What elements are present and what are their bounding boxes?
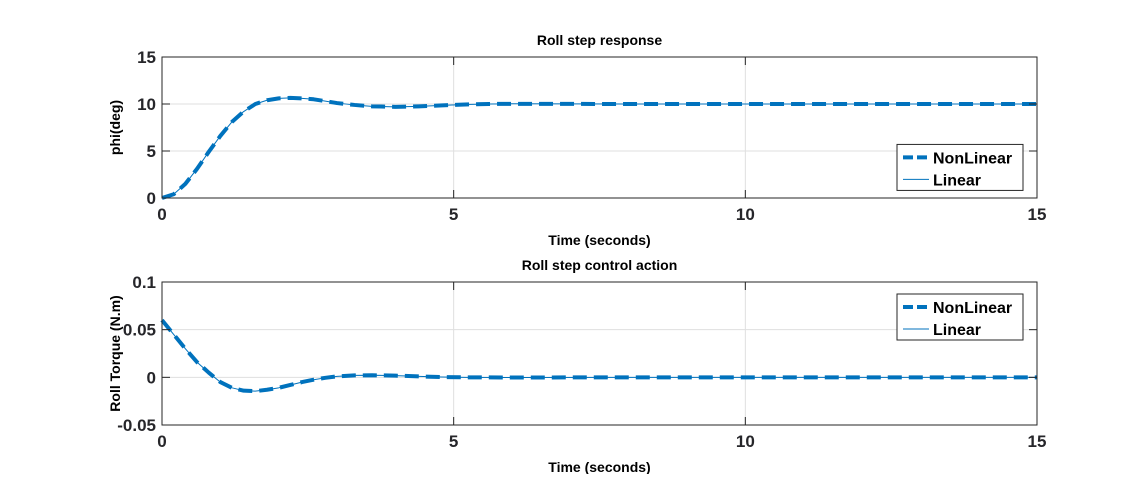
y-axis-label: phi(deg) <box>107 100 123 155</box>
legend: NonLinear Linear <box>896 293 1024 341</box>
legend-label-linear: Linear <box>933 322 981 339</box>
x-tick-label: 10 <box>736 205 755 224</box>
y-tick-label: 5 <box>147 142 156 161</box>
y-tick-label: -0.05 <box>117 416 156 435</box>
x-axis-label: Time (seconds) <box>548 459 650 474</box>
subplot-1: 0 5 10 15 0 5 10 15 Roll step response Time (seco… <box>107 32 1046 248</box>
x-tick-label: 15 <box>1028 205 1047 224</box>
axes-outline <box>161 281 1038 426</box>
x-tick-label: 0 <box>157 432 166 451</box>
legend: NonLinear Linear <box>896 143 1024 191</box>
series-line-linear <box>161 319 1037 392</box>
y-tick-label: 0 <box>147 189 156 208</box>
chart-title: Roll step response <box>537 32 662 48</box>
legend-label-linear: Linear <box>933 172 981 189</box>
chart-title: Roll step control action <box>522 257 678 273</box>
x-tick-label: 0 <box>157 205 166 224</box>
x-tick-label: 10 <box>736 432 755 451</box>
axes-box <box>161 281 1038 426</box>
x-axis-label: Time (seconds) <box>548 232 650 248</box>
axes-outline <box>161 56 1038 199</box>
y-tick-label: 0.05 <box>123 321 156 340</box>
legend-label-nonlinear: NonLinear <box>933 150 1012 167</box>
y-tick-label: 0 <box>147 368 156 387</box>
y-tick-label: 10 <box>137 95 156 114</box>
x-tick-label: 15 <box>1028 432 1047 451</box>
y-axis-label: Roll Torque (N.m) <box>107 295 123 411</box>
y-tick-label: 0.1 <box>132 273 156 292</box>
legend-label-nonlinear: NonLinear <box>933 300 1012 317</box>
legend-box <box>896 293 1024 341</box>
x-tick-label: 5 <box>449 432 458 451</box>
axes-box <box>161 56 1038 199</box>
series-line-linear <box>161 97 1037 199</box>
y-tick-label: 15 <box>137 48 156 67</box>
legend-box <box>896 143 1024 191</box>
x-tick-label: 5 <box>449 205 458 224</box>
